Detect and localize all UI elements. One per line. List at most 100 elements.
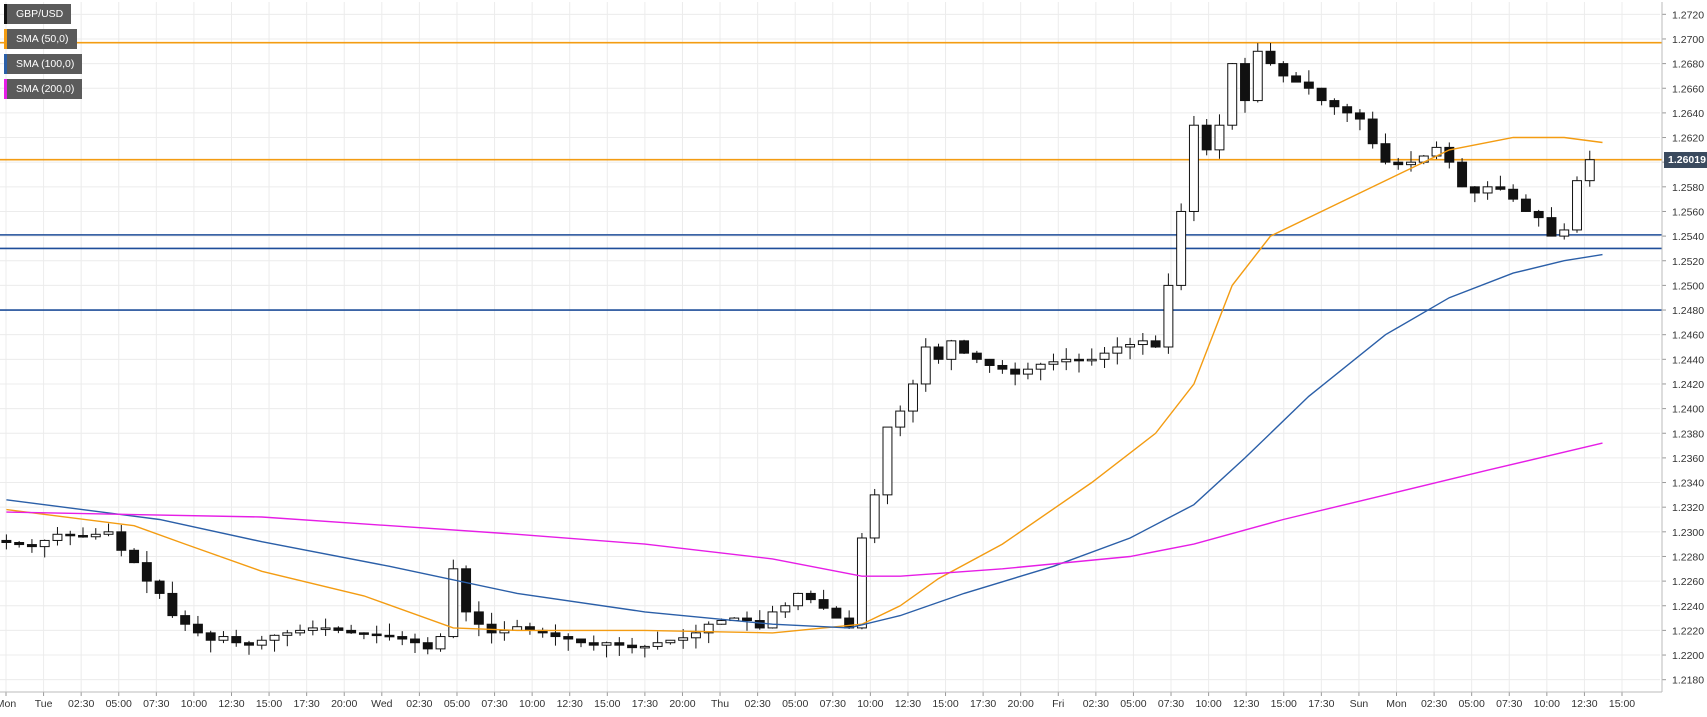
legend-swatch <box>4 79 7 99</box>
x-tick-label: 20:00 <box>669 698 695 710</box>
x-tick-label: 20:00 <box>1008 698 1034 710</box>
candle-bullish <box>1035 363 1046 370</box>
candle-bullish <box>39 539 50 548</box>
candle-bearish <box>933 346 944 360</box>
candle-bearish <box>550 632 561 638</box>
candle-bearish <box>333 627 344 631</box>
candle-bearish <box>154 580 165 594</box>
y-tick-label: 1.2240 <box>1672 601 1704 613</box>
candle-bearish <box>1546 217 1557 237</box>
candle-bullish <box>499 629 510 634</box>
candle-bullish <box>1137 340 1148 346</box>
x-tick-label: 02:30 <box>68 698 94 710</box>
candle-bullish <box>1086 358 1097 362</box>
candle-bullish <box>856 537 867 629</box>
candle-bearish <box>141 562 152 582</box>
candle-bullish <box>1584 159 1595 182</box>
y-tick-label: 1.2460 <box>1672 330 1704 342</box>
candle-bullish <box>448 568 459 638</box>
candle-bullish <box>793 592 804 607</box>
candle-bullish <box>1214 124 1225 151</box>
y-tick-label: 1.2560 <box>1672 206 1704 218</box>
candle-bearish <box>1201 124 1212 151</box>
candle-bearish <box>180 615 191 625</box>
candle-bullish <box>282 632 293 636</box>
candle-bearish <box>1278 63 1289 77</box>
legend-item-sma50[interactable]: SMA (50,0) <box>4 29 77 49</box>
x-tick-label: 05:00 <box>106 698 132 710</box>
x-tick-label: 05:00 <box>1120 698 1146 710</box>
candle-bearish <box>1329 100 1340 108</box>
legend-item-gbpusd[interactable]: GBP/USD <box>4 4 72 24</box>
candle-bullish <box>869 494 880 539</box>
candle-bearish <box>167 592 178 617</box>
candle-bearish <box>984 358 995 366</box>
y-tick-label: 1.2620 <box>1672 133 1704 145</box>
candle-bullish <box>895 410 906 428</box>
candle-bearish <box>805 592 816 601</box>
y-tick-label: 1.2660 <box>1672 83 1704 95</box>
candle-bullish <box>908 383 918 412</box>
x-tick-label: 20:00 <box>331 698 357 710</box>
y-tick-label: 1.2580 <box>1672 182 1704 194</box>
legend-label: GBP/USD <box>16 8 64 20</box>
candle-bullish <box>678 637 689 641</box>
candle-bearish <box>1150 340 1161 348</box>
legend-swatch <box>4 54 7 74</box>
x-tick-label: 05:00 <box>782 698 808 710</box>
candle-bearish <box>1354 112 1365 120</box>
x-tick-label: 17:30 <box>1308 698 1334 710</box>
candle-bearish <box>1303 81 1314 89</box>
candle-bullish <box>639 645 650 649</box>
candle-bearish <box>129 549 140 564</box>
candle-bearish <box>959 340 970 354</box>
y-tick-label: 1.2680 <box>1672 59 1704 71</box>
y-tick-label: 1.2300 <box>1672 527 1704 539</box>
sma-50-line <box>6 136 1603 634</box>
candle-bearish <box>410 638 420 644</box>
candle-bullish <box>307 627 318 631</box>
x-tick-label: 17:30 <box>970 698 996 710</box>
legend-item-sma200[interactable]: SMA (200,0) <box>4 79 83 99</box>
candle-bearish <box>461 568 472 613</box>
candle-bullish <box>90 533 101 538</box>
x-tick-label: 05:00 <box>444 698 470 710</box>
candle-bullish <box>601 642 612 646</box>
candle-bearish <box>244 642 254 646</box>
last-price-badge: 1.26019 <box>1664 151 1707 168</box>
y-tick-label: 1.2220 <box>1672 625 1704 637</box>
x-tick-label: 05:00 <box>1459 698 1485 710</box>
candle-bullish <box>703 623 714 634</box>
candle-bearish <box>1520 198 1531 212</box>
candle-bearish <box>588 642 599 646</box>
candle-bearish <box>1240 63 1250 102</box>
x-tick-label: 15:00 <box>256 698 282 710</box>
candle-bullish <box>1163 284 1174 348</box>
x-tick-label: 07:30 <box>820 698 846 710</box>
moving-averages <box>6 136 1603 634</box>
candle-bearish <box>614 642 625 646</box>
x-tick-label: 02:30 <box>1421 698 1447 710</box>
sma-100-line <box>6 253 1603 629</box>
x-tick-label: 07:30 <box>1158 698 1184 710</box>
candle-bearish <box>65 533 76 537</box>
legend-item-sma100[interactable]: SMA (100,0) <box>4 54 83 74</box>
y-tick-label: 1.2420 <box>1672 379 1704 391</box>
candle-bearish <box>1265 50 1276 65</box>
y-tick-label: 1.2500 <box>1672 280 1704 292</box>
x-tick-label: 07:30 <box>481 698 507 710</box>
x-tick-label: Wed <box>371 698 393 710</box>
x-tick-label: 12:30 <box>895 698 921 710</box>
candle-bullish <box>1048 361 1059 365</box>
candle-bullish <box>652 642 663 647</box>
candle-bearish <box>1457 161 1468 188</box>
x-tick-label: 12:30 <box>1571 698 1597 710</box>
y-tick-label: 1.2380 <box>1672 428 1704 440</box>
candle-bearish <box>116 531 127 551</box>
candles <box>1 42 1595 658</box>
x-tick-label: 07:30 <box>143 698 169 710</box>
y-tick-label: 1.2520 <box>1672 256 1704 268</box>
candle-bearish <box>742 617 752 622</box>
legend-label: SMA (50,0) <box>16 33 69 45</box>
candle-bearish <box>1 539 12 543</box>
